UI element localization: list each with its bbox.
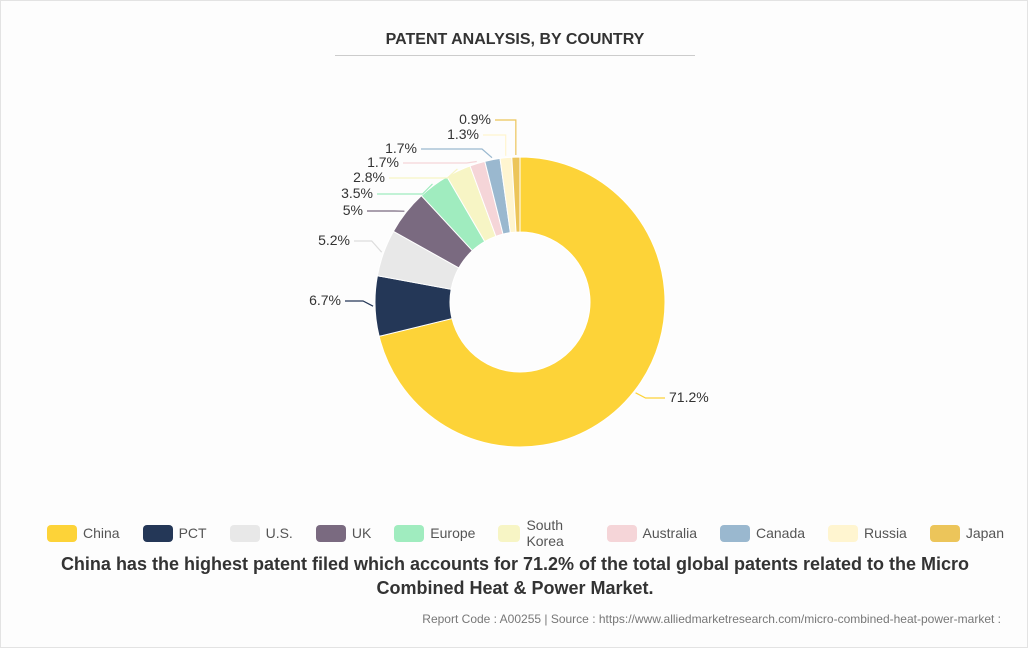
slice-china[interactable] (378, 156, 666, 448)
legend-label: U.S. (265, 525, 293, 541)
slice-japan[interactable] (511, 156, 521, 233)
leader-line (635, 392, 665, 399)
legend-swatch (720, 524, 750, 542)
chart-title: PATENT ANALYSIS, BY COUNTRY (335, 31, 695, 56)
data-label: 1.3% (447, 126, 479, 142)
legend-label: PCT (178, 525, 207, 541)
legend: China PCT U.S. UK Europe South Korea Australia… (47, 517, 1027, 549)
leader-line (483, 134, 507, 156)
legend-item[interactable]: Russia (828, 517, 907, 549)
data-label: 5% (343, 202, 363, 218)
legend-item[interactable]: South Korea (498, 517, 583, 549)
legend-label: UK (351, 525, 372, 541)
legend-swatch (229, 524, 260, 542)
legend-swatch (47, 524, 77, 542)
source-text: Report Code : A00255 | Source : https://… (422, 612, 1001, 626)
data-label: 1.7% (385, 140, 417, 156)
legend-label: China (83, 525, 120, 541)
leader-line (403, 160, 477, 164)
legend-item[interactable]: Japan (929, 517, 1004, 549)
legend-label: South Korea (526, 517, 564, 549)
legend-item[interactable]: UK (315, 517, 372, 549)
legend-swatch (394, 524, 425, 542)
leader-line (354, 240, 383, 253)
leader-line (495, 119, 517, 156)
legend-item[interactable]: Europe (394, 517, 475, 549)
legend-label: Japan (965, 525, 1004, 541)
legend-item[interactable]: Canada (720, 517, 805, 549)
legend-item[interactable]: Australia (606, 517, 697, 549)
legend-swatch (929, 524, 960, 542)
leader-line (345, 300, 374, 307)
data-label: 71.2% (669, 389, 709, 405)
data-label: 5.2% (318, 232, 350, 248)
legend-swatch (142, 524, 173, 542)
data-label: 2.8% (353, 169, 385, 185)
caption: China has the highest patent filed which… (60, 554, 970, 598)
data-label: 3.5% (341, 185, 373, 201)
legend-swatch (606, 524, 637, 542)
legend-label: Australia (642, 525, 697, 541)
legend-swatch (498, 524, 521, 542)
leader-line (389, 168, 458, 179)
leader-line (421, 148, 493, 159)
legend-label: Russia (864, 525, 907, 541)
legend-item[interactable]: PCT (142, 517, 207, 549)
data-label: 1.7% (367, 154, 399, 170)
legend-item[interactable]: U.S. (229, 517, 293, 549)
legend-label: Europe (430, 525, 476, 541)
data-label: 0.9% (459, 111, 491, 127)
legend-swatch (828, 524, 859, 542)
data-label: 6.7% (309, 292, 341, 308)
leader-line (377, 183, 433, 195)
legend-label: Canada (756, 525, 806, 541)
legend-item[interactable]: China (47, 517, 120, 549)
legend-swatch (315, 524, 346, 542)
